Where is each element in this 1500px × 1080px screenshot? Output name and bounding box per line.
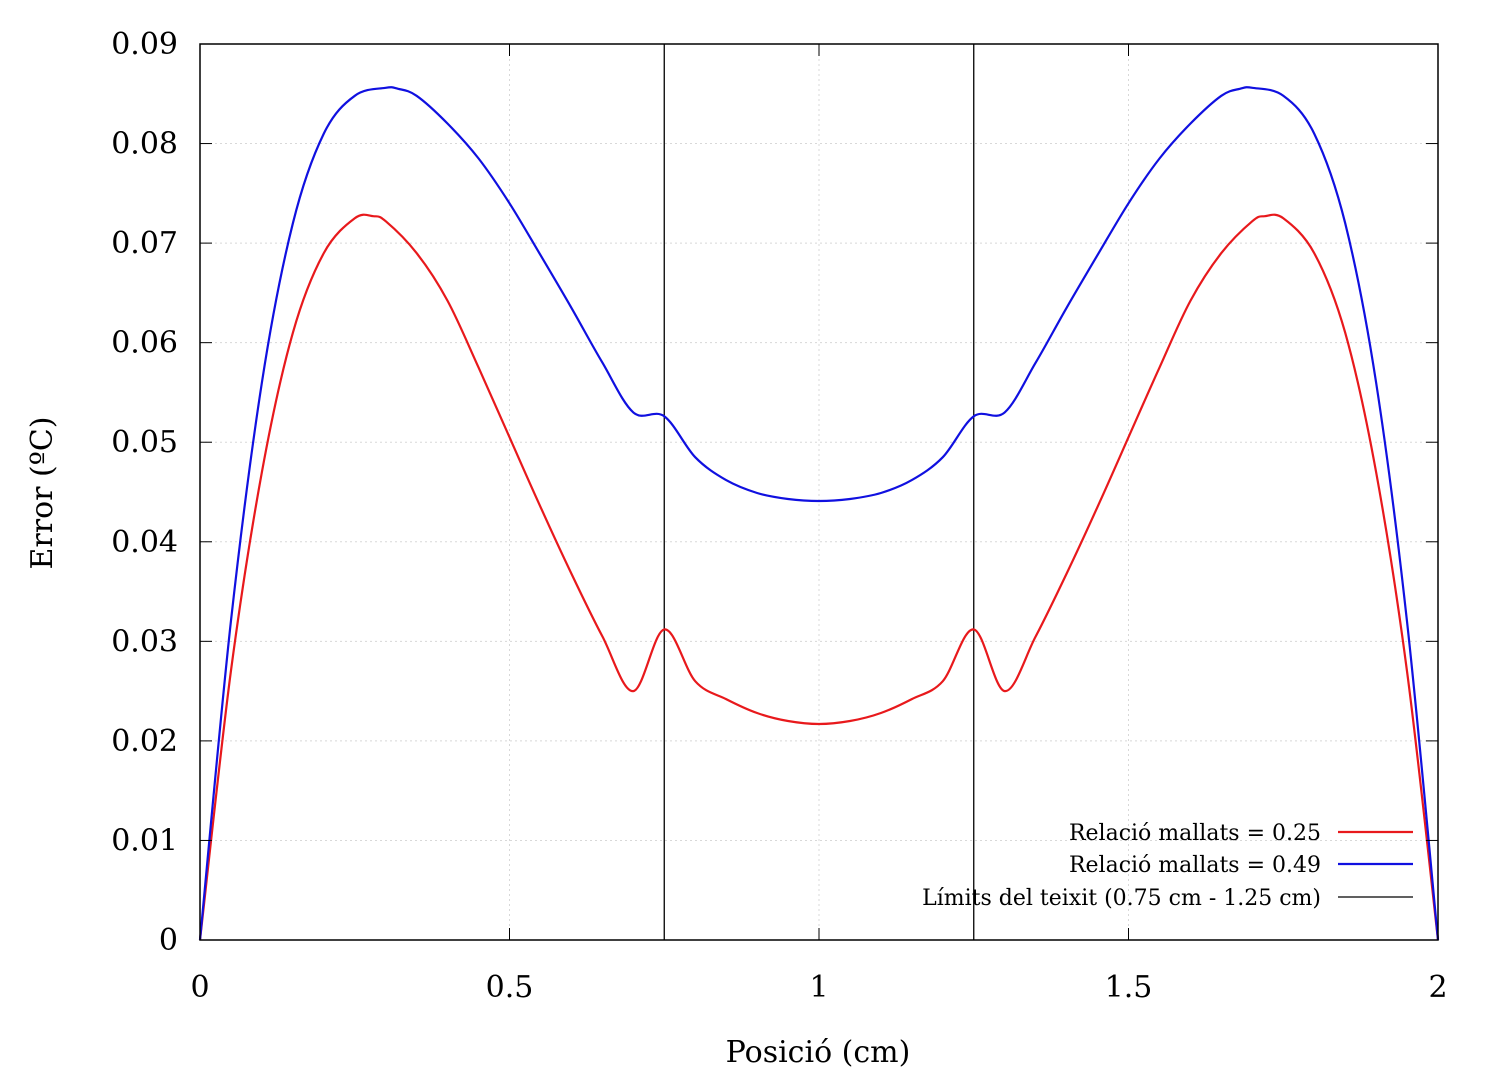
y-tick-label: 0.06 [111, 326, 178, 361]
series-lines [198, 86, 1440, 941]
x-tick-label: 0.5 [486, 970, 534, 1005]
legend: Relació mallats = 0.25 Relació mallats = … [922, 821, 1413, 911]
legend-label: Relació mallats = 0.25 [1069, 821, 1321, 846]
y-tick-label: 0 [159, 923, 178, 958]
y-tick-label: 0.07 [111, 226, 178, 261]
x-tick-labels: 0 0.5 1 1.5 2 [190, 970, 1447, 1005]
grid [200, 44, 1438, 940]
y-axis-title: Error (ºC) [25, 417, 60, 570]
y-tick-label: 0.05 [111, 425, 178, 460]
x-tick-label: 1 [809, 970, 828, 1005]
tissue-limit-lines [663, 44, 975, 940]
y-tick-labels: 0 0.01 0.02 0.03 0.04 0.05 0.06 0.07 0.08 0.09 [111, 27, 178, 958]
y-tick-label: 0.01 [111, 823, 178, 858]
y-tick-label: 0.04 [111, 525, 178, 560]
y-tick-label: 0.02 [111, 724, 178, 759]
y-tick-label: 0.03 [111, 624, 178, 659]
series-line [198, 86, 1440, 941]
series-line [198, 213, 1440, 941]
x-tick-label: 2 [1428, 970, 1447, 1005]
axis-ticks [199, 43, 1439, 941]
x-tick-label: 0 [190, 970, 209, 1005]
x-axis-title: Posició (cm) [726, 1035, 911, 1070]
y-tick-label: 0.08 [111, 127, 178, 162]
legend-label: Límits del teixit (0.75 cm - 1.25 cm) [922, 886, 1321, 911]
x-tick-label: 1.5 [1105, 970, 1153, 1005]
y-tick-label: 0.09 [111, 27, 178, 62]
legend-label: Relació mallats = 0.49 [1069, 853, 1321, 878]
